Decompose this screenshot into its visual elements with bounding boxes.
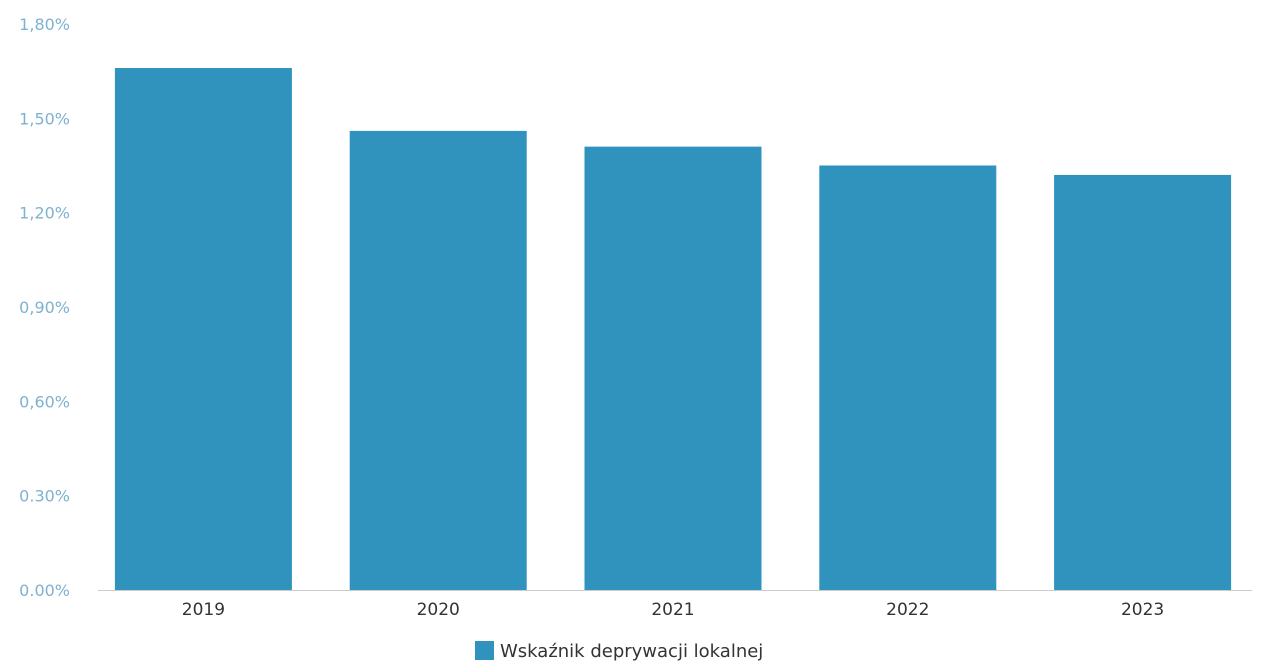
y-tick-label: 0.00% bbox=[19, 581, 70, 600]
x-tick-label: 2019 bbox=[182, 600, 225, 620]
y-axis: 0.00% 0.30% 0,60% 0,90% 1,20% 1,50% 1,80% bbox=[19, 15, 70, 600]
bar-2020 bbox=[349, 130, 527, 590]
legend-swatch bbox=[475, 641, 494, 660]
y-tick-label: 1,20% bbox=[19, 204, 70, 223]
x-axis: 2019 2020 2021 2022 2023 bbox=[182, 600, 1164, 620]
bar-2022 bbox=[819, 165, 997, 590]
y-tick-label: 1,80% bbox=[19, 15, 70, 34]
y-tick-label: 1,50% bbox=[19, 109, 70, 128]
bar-2019 bbox=[114, 68, 292, 591]
bar-2021 bbox=[584, 146, 762, 590]
x-tick-label: 2020 bbox=[417, 600, 460, 620]
x-tick-label: 2021 bbox=[651, 600, 694, 620]
y-tick-label: 0,90% bbox=[19, 298, 70, 317]
legend: Wskaźnik deprywacji lokalnej bbox=[475, 641, 763, 662]
bar-2023 bbox=[1054, 174, 1232, 590]
y-tick-label: 0.30% bbox=[19, 487, 70, 506]
x-tick-label: 2022 bbox=[886, 600, 929, 620]
bars-group bbox=[114, 68, 1232, 591]
legend-label: Wskaźnik deprywacji lokalnej bbox=[500, 641, 763, 662]
x-tick-label: 2023 bbox=[1121, 600, 1164, 620]
y-tick-label: 0,60% bbox=[19, 392, 70, 411]
